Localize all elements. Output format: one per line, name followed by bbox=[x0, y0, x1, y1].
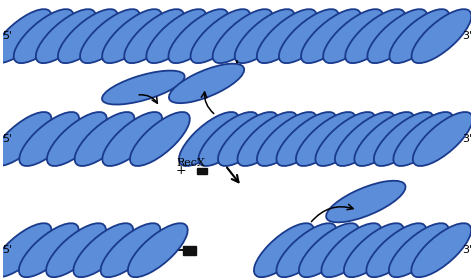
Text: RecX: RecX bbox=[176, 158, 205, 168]
Ellipse shape bbox=[130, 112, 190, 166]
Ellipse shape bbox=[73, 223, 133, 277]
Ellipse shape bbox=[19, 223, 79, 277]
Text: +: + bbox=[176, 165, 187, 177]
Text: 3': 3' bbox=[462, 134, 472, 144]
Ellipse shape bbox=[47, 112, 107, 166]
Ellipse shape bbox=[146, 9, 206, 63]
Text: 5': 5' bbox=[2, 245, 12, 255]
Bar bbox=[183, 245, 196, 255]
Ellipse shape bbox=[46, 223, 106, 277]
Ellipse shape bbox=[390, 9, 449, 63]
Ellipse shape bbox=[279, 9, 339, 63]
Text: 5': 5' bbox=[2, 31, 12, 41]
Ellipse shape bbox=[0, 9, 52, 63]
Ellipse shape bbox=[74, 112, 135, 166]
Ellipse shape bbox=[235, 9, 294, 63]
Ellipse shape bbox=[0, 223, 52, 277]
Ellipse shape bbox=[102, 112, 162, 166]
Ellipse shape bbox=[257, 112, 317, 166]
Ellipse shape bbox=[58, 9, 118, 63]
Ellipse shape bbox=[355, 112, 414, 166]
Ellipse shape bbox=[366, 223, 426, 277]
Ellipse shape bbox=[326, 181, 405, 222]
Ellipse shape bbox=[345, 9, 405, 63]
Ellipse shape bbox=[14, 9, 73, 63]
Ellipse shape bbox=[411, 223, 471, 277]
Ellipse shape bbox=[389, 223, 449, 277]
Ellipse shape bbox=[323, 9, 383, 63]
Ellipse shape bbox=[315, 112, 375, 166]
Ellipse shape bbox=[411, 9, 471, 63]
Ellipse shape bbox=[100, 223, 161, 277]
Ellipse shape bbox=[80, 9, 140, 63]
Text: 3': 3' bbox=[462, 31, 472, 41]
Ellipse shape bbox=[393, 112, 453, 166]
Ellipse shape bbox=[102, 71, 184, 105]
Ellipse shape bbox=[257, 9, 317, 63]
Ellipse shape bbox=[218, 112, 278, 166]
Ellipse shape bbox=[199, 112, 258, 166]
Ellipse shape bbox=[102, 9, 162, 63]
Ellipse shape bbox=[367, 9, 427, 63]
Ellipse shape bbox=[169, 64, 244, 103]
Ellipse shape bbox=[344, 223, 404, 277]
Text: 5': 5' bbox=[2, 134, 12, 144]
Ellipse shape bbox=[413, 112, 473, 166]
Ellipse shape bbox=[128, 223, 188, 277]
Ellipse shape bbox=[276, 223, 336, 277]
Ellipse shape bbox=[296, 112, 356, 166]
Ellipse shape bbox=[124, 9, 184, 63]
Ellipse shape bbox=[191, 9, 250, 63]
Bar bbox=[197, 168, 208, 174]
Ellipse shape bbox=[0, 112, 52, 166]
Text: 3': 3' bbox=[462, 245, 472, 255]
Ellipse shape bbox=[237, 112, 297, 166]
Ellipse shape bbox=[276, 112, 336, 166]
Ellipse shape bbox=[321, 223, 381, 277]
Ellipse shape bbox=[374, 112, 434, 166]
Ellipse shape bbox=[335, 112, 395, 166]
Ellipse shape bbox=[299, 223, 359, 277]
Ellipse shape bbox=[254, 223, 314, 277]
Ellipse shape bbox=[179, 112, 239, 166]
Ellipse shape bbox=[168, 9, 228, 63]
Ellipse shape bbox=[301, 9, 361, 63]
Ellipse shape bbox=[213, 9, 273, 63]
Ellipse shape bbox=[19, 112, 79, 166]
Ellipse shape bbox=[36, 9, 96, 63]
